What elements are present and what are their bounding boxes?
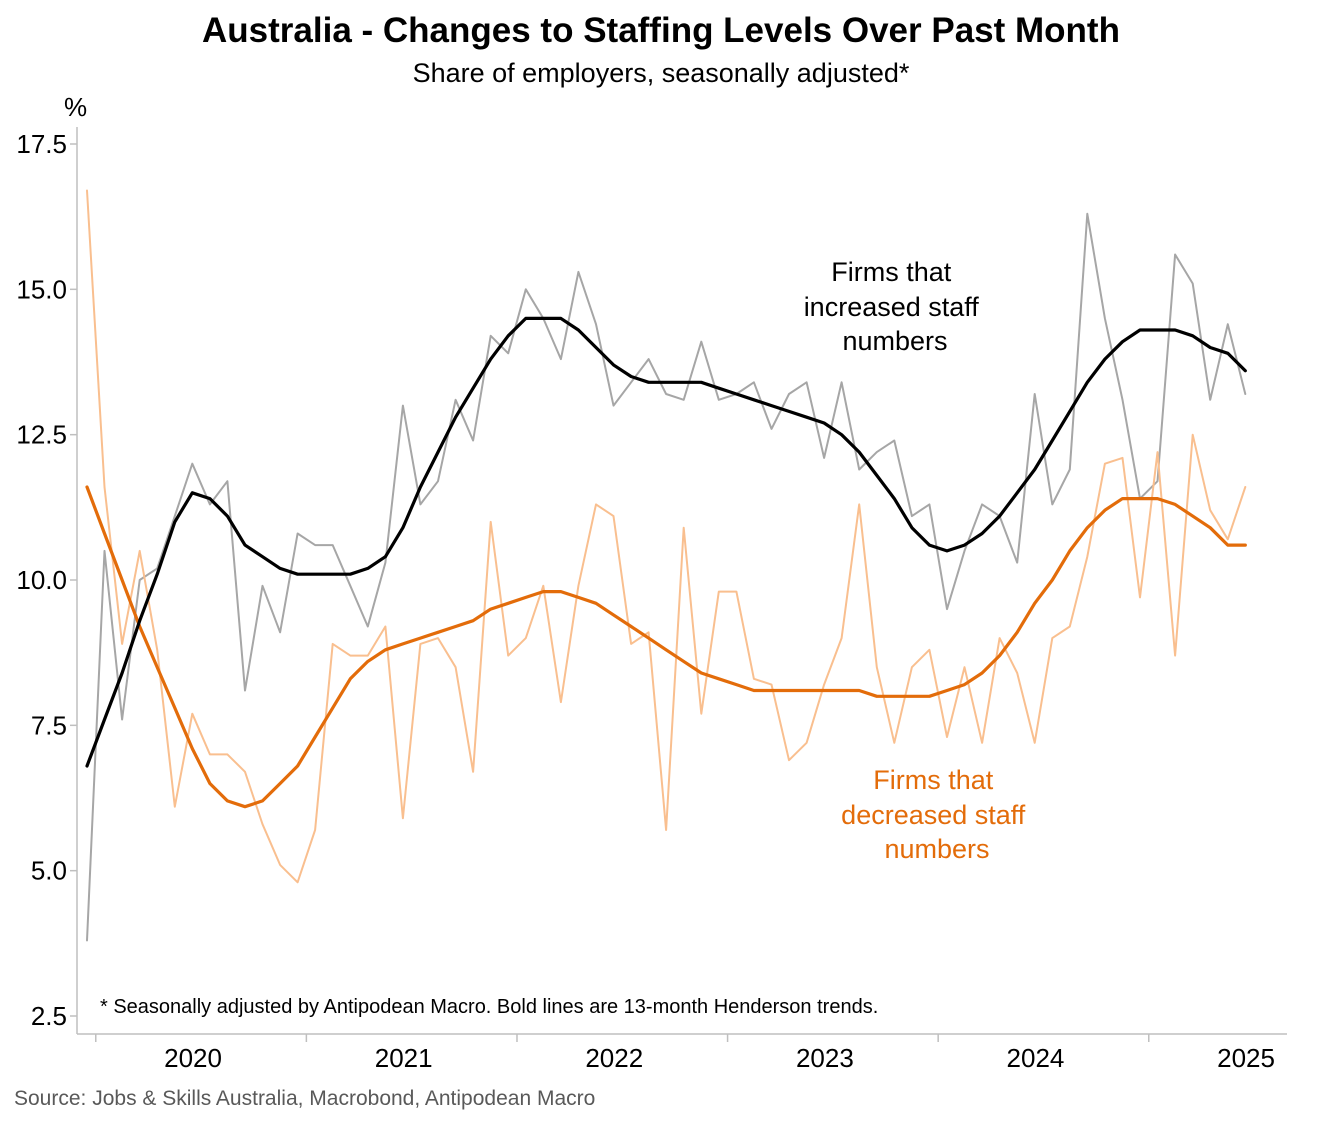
footnote: * Seasonally adjusted by Antipodean Macr…: [100, 996, 878, 1018]
x-tick-label: 2024: [1007, 1043, 1065, 1073]
y-tick-label: 7.5: [31, 710, 67, 740]
series-increased-trend: [85, 316, 1247, 768]
x-tick-label: 2022: [585, 1043, 643, 1073]
chart-title: Australia - Changes to Staffing Levels O…: [202, 11, 1120, 50]
source-text: Source: Jobs & Skills Australia, Macrobo…: [14, 1087, 595, 1110]
y-tick-label: 5.0: [31, 856, 67, 886]
y-axis-ticks: 2.5 5.0 7.5 10.0 12.5 15.0 17.5: [16, 129, 77, 1031]
annotation-increased: Firms that increased staff numbers: [804, 257, 987, 356]
x-tick-label: 2020: [164, 1043, 222, 1073]
x-tick-label: 2023: [796, 1043, 854, 1073]
annotation-increased-line-2: increased staff: [804, 292, 980, 322]
series-decreased-raw: [86, 189, 1247, 884]
x-tick-label: 2021: [375, 1043, 433, 1073]
series-group: [85, 189, 1247, 942]
annotation-increased-line-3: numbers: [842, 326, 947, 356]
annotation-decreased: Firms that decreased staff numbers: [841, 765, 1033, 864]
series-increased-raw: [86, 212, 1247, 942]
annotation-increased-line-1: Firms that: [831, 257, 952, 287]
annotation-decreased-line-2: decreased staff: [841, 800, 1026, 830]
series-decreased-trend: [85, 485, 1247, 809]
y-tick-label: 12.5: [16, 420, 67, 450]
y-tick-label: 17.5: [16, 129, 67, 159]
x-tick-label: 2025: [1217, 1043, 1275, 1073]
y-tick-label: 2.5: [31, 1001, 67, 1031]
x-axis-ticks: 2020 2021 2022 2023 2024 2025: [95, 1034, 1275, 1073]
y-axis-unit: %: [64, 92, 87, 122]
y-tick-label: 10.0: [16, 565, 67, 595]
annotation-decreased-line-3: numbers: [884, 834, 989, 864]
annotation-decreased-line-1: Firms that: [873, 765, 994, 795]
y-tick-label: 15.0: [16, 274, 67, 304]
chart-subtitle: Share of employers, seasonally adjusted*: [413, 58, 910, 88]
